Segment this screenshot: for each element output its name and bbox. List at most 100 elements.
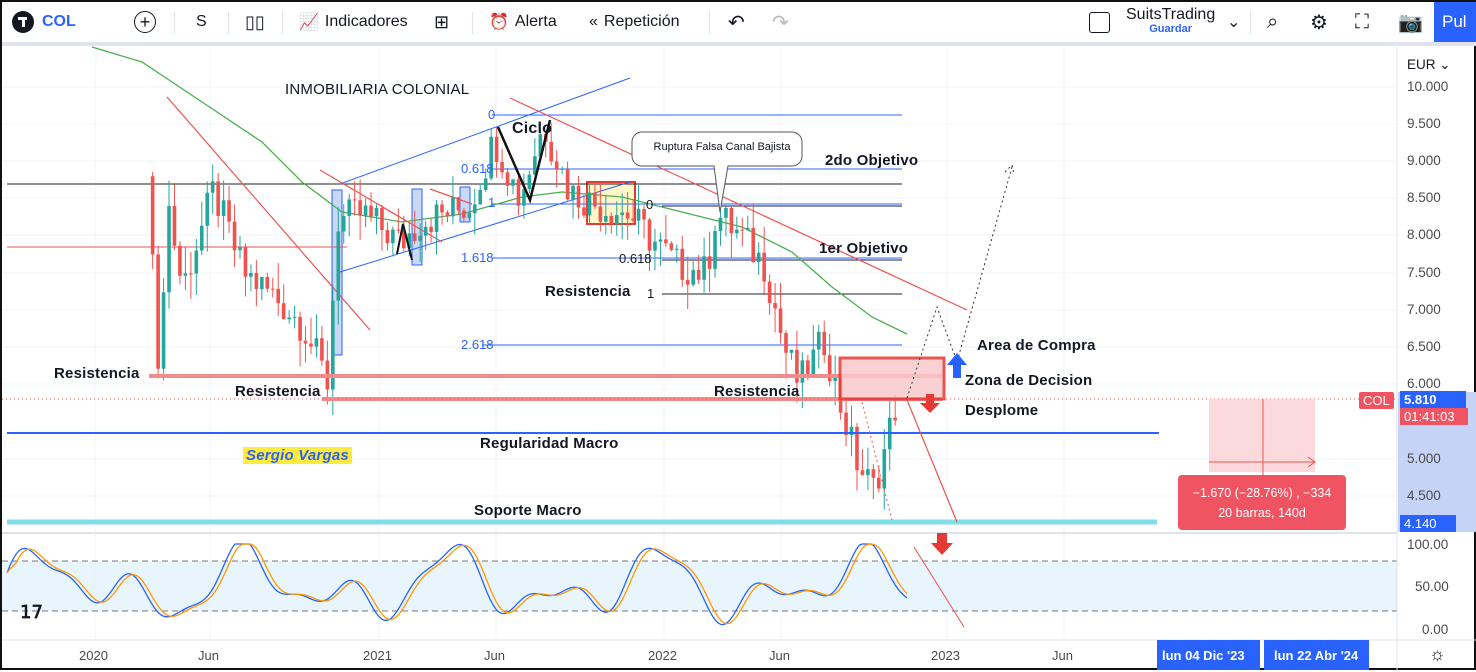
fullscreen-icon: ⛶ bbox=[1355, 10, 1369, 33]
candle bbox=[462, 210, 466, 219]
indicators-icon: 📈 bbox=[299, 14, 319, 31]
grid-icon: ⊞ bbox=[434, 11, 450, 32]
candle bbox=[669, 243, 674, 250]
fib-level-label: 0.618 bbox=[461, 161, 494, 176]
time-tick: Jun bbox=[484, 648, 505, 663]
candle bbox=[472, 204, 477, 214]
layout-name-button[interactable]: SuitsTrading Guardar bbox=[1126, 2, 1215, 42]
candle bbox=[882, 449, 887, 489]
candle bbox=[565, 168, 570, 200]
chart-type-button[interactable]: ▯▯ bbox=[245, 2, 265, 42]
candle bbox=[773, 302, 777, 309]
candle bbox=[221, 200, 226, 216]
candle bbox=[762, 252, 766, 282]
osc-tick: 50.00 bbox=[1415, 579, 1449, 594]
candle bbox=[691, 269, 695, 285]
fib-level-label: 1.618 bbox=[461, 250, 494, 265]
fib-level-label: 2.618 bbox=[461, 337, 494, 352]
alert-button[interactable]: ⏰ Alerta bbox=[489, 2, 557, 42]
candle bbox=[205, 192, 210, 226]
settings-button[interactable]: ⚙ bbox=[1310, 2, 1328, 42]
price-tick: 10.000 bbox=[1407, 79, 1449, 94]
search-button[interactable]: ⌕ bbox=[1267, 2, 1278, 42]
candle bbox=[822, 331, 827, 356]
candle bbox=[265, 276, 270, 289]
candle bbox=[161, 292, 166, 369]
publish-button[interactable]: Pul bbox=[1434, 2, 1476, 42]
interval-button[interactable]: S bbox=[196, 2, 207, 42]
publish-label: Pul bbox=[1442, 12, 1467, 31]
candle bbox=[243, 246, 248, 277]
fib-level-label: 0 bbox=[488, 107, 496, 122]
candle bbox=[440, 204, 444, 213]
candle bbox=[358, 200, 362, 216]
date-badge-start: lun 04 Dic '23 bbox=[1162, 648, 1245, 663]
candle bbox=[871, 469, 876, 478]
layout-button[interactable] bbox=[1089, 2, 1110, 42]
candle bbox=[675, 248, 679, 250]
price-tick: 8.000 bbox=[1407, 227, 1441, 242]
candle bbox=[620, 212, 624, 216]
templates-button[interactable]: ⊞ bbox=[434, 2, 449, 42]
candle bbox=[423, 226, 428, 236]
resistance-label: Resistencia bbox=[235, 383, 321, 400]
candle bbox=[172, 205, 177, 246]
cycle-label: Ciclo bbox=[512, 120, 553, 137]
candle bbox=[642, 209, 646, 220]
candle bbox=[735, 229, 739, 234]
candle bbox=[696, 269, 701, 280]
candles-icon: ▯▯ bbox=[245, 11, 265, 32]
candle bbox=[189, 273, 193, 275]
fullscreen-button[interactable]: ⛶ bbox=[1355, 2, 1369, 42]
chart-title: INMOBILIARIA COLONIAL bbox=[285, 81, 470, 98]
candle bbox=[893, 417, 897, 421]
snapshot-button[interactable]: 📷 bbox=[1398, 2, 1423, 42]
candle bbox=[680, 248, 685, 280]
symbol-search[interactable]: COL bbox=[12, 2, 76, 42]
date-badge-end: lun 22 Abr '24 bbox=[1274, 648, 1359, 663]
measure-range bbox=[1209, 399, 1315, 472]
candle bbox=[238, 246, 242, 251]
price-tick: 5.000 bbox=[1407, 451, 1441, 466]
projection-path bbox=[906, 166, 1013, 399]
candle bbox=[216, 181, 220, 216]
replay-button[interactable]: « Repetición bbox=[589, 2, 680, 42]
candle bbox=[614, 215, 619, 225]
callout-bubble bbox=[631, 131, 803, 213]
candle bbox=[571, 185, 575, 200]
candle bbox=[844, 412, 848, 436]
candle bbox=[860, 470, 865, 476]
down-projection bbox=[906, 399, 958, 523]
symbol-label: COL bbox=[42, 13, 76, 30]
candle bbox=[778, 308, 783, 334]
axis-settings-icon[interactable]: ☼ bbox=[1429, 644, 1446, 664]
candle bbox=[713, 230, 717, 269]
candle bbox=[658, 239, 663, 242]
time-tick: Jun bbox=[198, 648, 219, 663]
indicators-button[interactable]: 📈 Indicadores bbox=[299, 2, 408, 42]
second-target-label: 2do Objetivo bbox=[825, 152, 919, 169]
time-tick: 2021 bbox=[363, 648, 392, 663]
candle bbox=[784, 333, 788, 353]
candle bbox=[167, 205, 171, 293]
stoch-d-line bbox=[6, 543, 908, 625]
redo-button[interactable]: ↷ bbox=[772, 2, 789, 42]
compare-button[interactable]: + bbox=[134, 2, 156, 42]
collapse-label: Desplome bbox=[965, 402, 1039, 419]
candle bbox=[647, 219, 652, 251]
candle bbox=[511, 179, 515, 186]
candle bbox=[549, 141, 554, 162]
fib-level-label: 0 bbox=[646, 197, 654, 212]
candle bbox=[800, 360, 805, 383]
up-arrow-icon bbox=[947, 353, 967, 378]
currency-selector[interactable]: EUR ⌄ bbox=[1407, 57, 1451, 72]
candle bbox=[281, 303, 286, 320]
candle bbox=[516, 179, 521, 206]
undo-button[interactable]: ↶ bbox=[728, 2, 745, 42]
candle bbox=[303, 340, 308, 344]
layout-dropdown[interactable]: ⌄ bbox=[1227, 2, 1240, 42]
symbol-price-tag: COL bbox=[1359, 392, 1394, 409]
candle bbox=[347, 199, 351, 217]
price-tick: 7.500 bbox=[1407, 265, 1441, 280]
